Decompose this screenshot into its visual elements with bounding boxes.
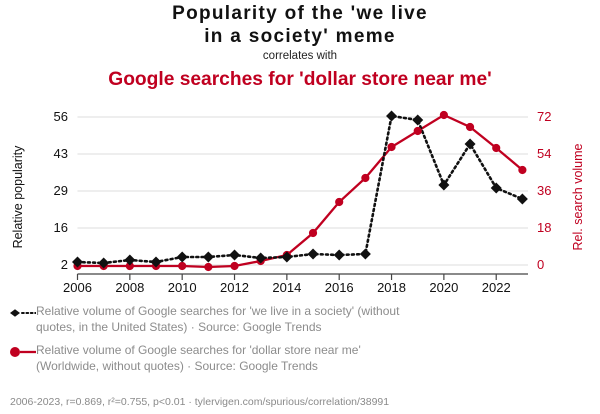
svg-text:43: 43: [54, 146, 68, 161]
svg-text:2008: 2008: [115, 280, 144, 295]
svg-text:2010: 2010: [168, 280, 197, 295]
svg-text:16: 16: [54, 220, 68, 235]
svg-text:2012: 2012: [220, 280, 249, 295]
svg-text:36: 36: [537, 183, 551, 198]
svg-text:Rel. search volume: Rel. search volume: [571, 143, 585, 250]
svg-text:29: 29: [54, 183, 68, 198]
svg-text:18: 18: [537, 220, 551, 235]
svg-text:2014: 2014: [272, 280, 301, 295]
svg-text:2020: 2020: [429, 280, 458, 295]
svg-text:2006: 2006: [63, 280, 92, 295]
svg-text:0: 0: [537, 257, 544, 272]
svg-text:54: 54: [537, 146, 551, 161]
svg-text:2016: 2016: [325, 280, 354, 295]
svg-text:72: 72: [537, 109, 551, 124]
svg-text:2018: 2018: [377, 280, 406, 295]
svg-text:2022: 2022: [482, 280, 511, 295]
svg-text:56: 56: [54, 109, 68, 124]
svg-text:2: 2: [61, 257, 68, 272]
svg-text:Relative popularity: Relative popularity: [11, 145, 25, 249]
